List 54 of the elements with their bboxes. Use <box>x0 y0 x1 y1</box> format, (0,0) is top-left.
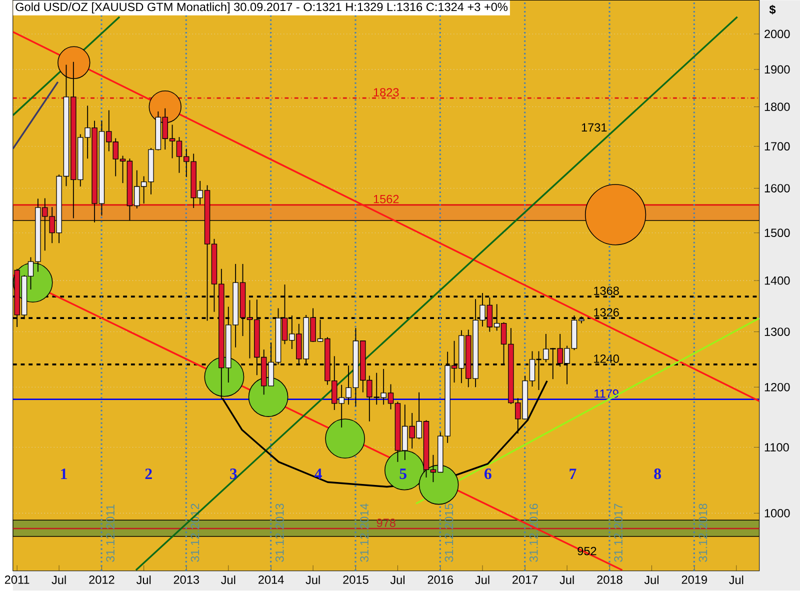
annotation: 4 <box>314 468 322 480</box>
x-tick-label: Jul <box>306 576 320 584</box>
y-tick-label: 1800 <box>764 102 790 112</box>
ref-line-label: 1823 <box>374 88 399 97</box>
x-tick-label: 2016 <box>428 576 454 584</box>
y-axis-title: $ <box>769 5 776 15</box>
ref-line-label: 978 <box>376 518 396 528</box>
annotation: 5 <box>400 468 406 480</box>
ref-line-label: 31.12.2018 <box>698 504 708 562</box>
annotation: 7 <box>570 468 576 480</box>
x-tick-label: Jul <box>52 576 66 584</box>
x-tick-label: Jul <box>390 576 404 584</box>
y-tick-label: 1600 <box>764 184 790 193</box>
x-tick-label: 2019 <box>682 576 707 584</box>
chart-title: Gold USD/OZ [XAUUSD GTM Monatlich] 30.09.2017 - O:1321 H:1329 L:1316 C:1324 +3 +0% <box>16 2 508 14</box>
annotation: 2 <box>145 468 152 480</box>
x-tick-label: Jul <box>560 576 574 584</box>
annotation: 1 <box>61 468 67 480</box>
ref-line-label: 31.12.2012 <box>190 504 200 562</box>
y-tick-label: 1200 <box>764 383 790 392</box>
x-tick-label: 2013 <box>174 576 200 584</box>
ref-line-label: 31.12.2014 <box>360 504 368 562</box>
x-tick-label: 2015 <box>343 576 368 584</box>
y-tick-label: 1000 <box>764 509 790 518</box>
x-tick-label: Jul <box>729 576 744 584</box>
x-tick-label: 2018 <box>597 576 622 584</box>
x-tick-label: 2014 <box>258 576 284 584</box>
ref-line-label: 31.12.2016 <box>529 504 538 562</box>
x-tick-label: 2017 <box>512 576 538 584</box>
ref-line-label: 31.12.2017 <box>614 504 622 562</box>
annotation: 6 <box>484 468 492 480</box>
ref-line-label: 1326 <box>594 308 619 317</box>
x-tick-label: Jul <box>136 576 151 584</box>
ref-line-label: 31.12.2013 <box>275 504 284 562</box>
x-tick-label: Jul <box>221 576 236 584</box>
annotation: 1731 <box>582 124 607 132</box>
ref-line-label: 31.12.2011 <box>106 504 115 562</box>
annotation: 3 <box>230 468 237 480</box>
x-tick-label: Jul <box>475 576 490 584</box>
ref-line-label: 1240 <box>594 354 619 364</box>
ref-line-label: 1368 <box>594 286 619 296</box>
y-tick-label: 2000 <box>764 30 790 38</box>
x-tick-label: Jul <box>644 576 658 584</box>
ref-line-label: 31.12.2015 <box>444 504 454 562</box>
x-tick-label: 2011 <box>4 576 30 584</box>
y-tick-label: 1100 <box>764 443 789 452</box>
y-tick-label: 1700 <box>764 142 790 151</box>
ref-line-label: 1562 <box>374 195 399 204</box>
x-tick-label: 2012 <box>89 576 114 584</box>
y-tick-label: 1300 <box>764 328 790 336</box>
annotation: 8 <box>654 468 661 480</box>
y-tick-label: 1400 <box>764 276 790 285</box>
y-tick-label: 1900 <box>764 65 790 74</box>
y-tick-label: 1500 <box>764 228 790 238</box>
